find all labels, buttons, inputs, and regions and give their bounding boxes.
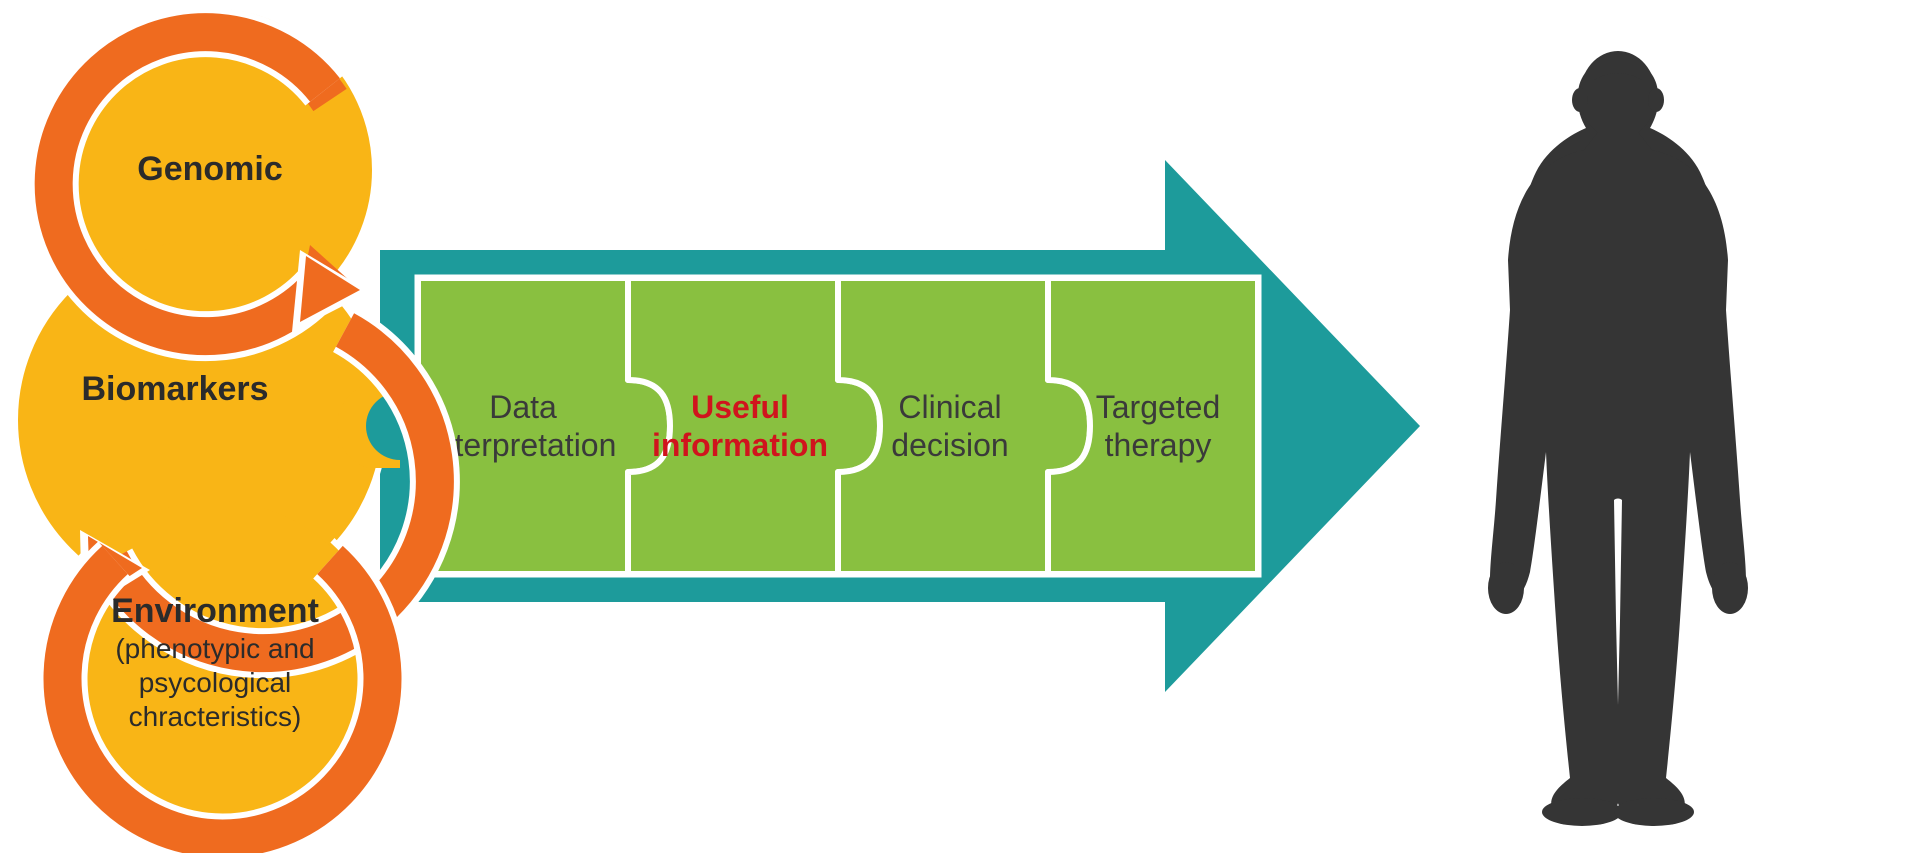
input-2-title: Biomarkers [81, 370, 268, 408]
puzzle-row: Data interpretation Useful information C… [418, 278, 1258, 574]
inputs-cluster: Genomic Biomarkers Environment (phenotyp… [15, 5, 435, 845]
person-silhouette [1488, 51, 1748, 826]
puzzle-2-line1: Useful [691, 389, 789, 425]
puzzle-2-line2: information [652, 427, 828, 463]
diagram-root: { "diagram": { "type": "infographic", "b… [0, 0, 1920, 853]
input-1-title: Genomic [137, 150, 282, 188]
puzzle-4-line2: therapy [1105, 427, 1212, 463]
input-3-sub2: psycological [139, 667, 292, 698]
puzzle-3-line1: Clinical [898, 389, 1001, 425]
puzzle-4-line1: Targeted [1096, 389, 1221, 425]
diagram-svg: Data interpretation Useful information C… [0, 0, 1920, 853]
input-3-title: Environment [111, 592, 319, 630]
input-3-sub1: (phenotypic and [115, 633, 314, 664]
input-3-sub3: chracteristics) [129, 701, 302, 732]
puzzle-3-line2: decision [891, 427, 1008, 463]
puzzle-1-line1: Data [489, 389, 557, 425]
